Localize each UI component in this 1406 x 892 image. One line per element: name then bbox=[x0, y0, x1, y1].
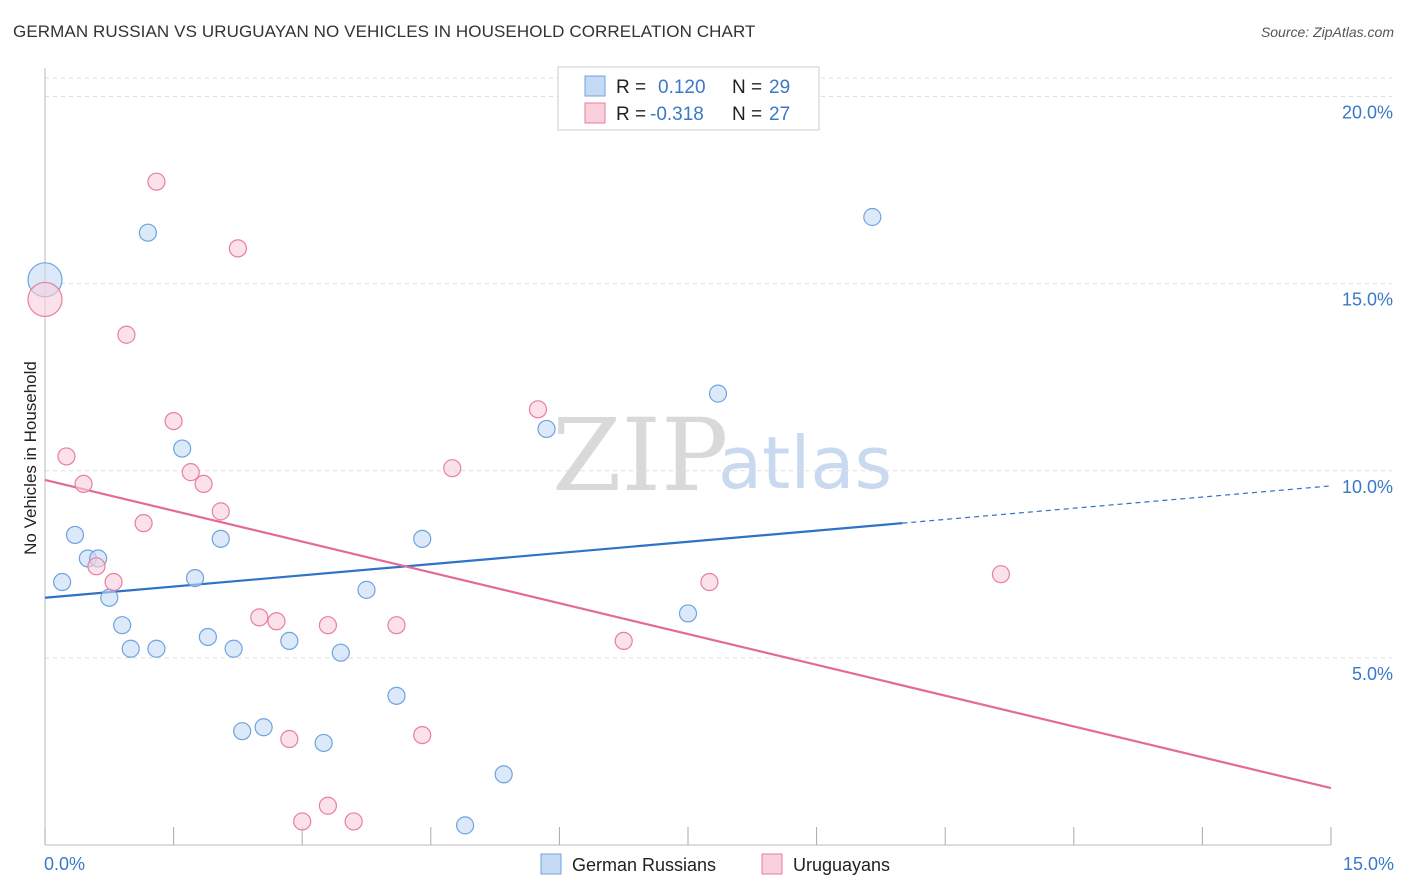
point-uruguayans-18 bbox=[318, 616, 338, 635]
point-uruguayans-20 bbox=[387, 616, 406, 635]
chart-title: GERMAN RUSSIAN VS URUGUAYAN NO VEHICLES … bbox=[13, 22, 756, 41]
point-uruguayans-19 bbox=[344, 812, 363, 831]
point-german-russians-11 bbox=[185, 568, 205, 588]
point-german-russians-22 bbox=[413, 529, 432, 548]
point-uruguayans-0 bbox=[27, 281, 63, 318]
point-german-russians-20 bbox=[357, 580, 376, 599]
point-uruguayans-8 bbox=[164, 412, 183, 431]
point-uruguayans-6 bbox=[134, 514, 153, 533]
point-uruguayans-11 bbox=[211, 502, 230, 521]
legend-r-value-2: -0.318 bbox=[650, 104, 704, 125]
y-tick-label-20: 20.0% bbox=[1342, 103, 1393, 123]
y-tick-label-15: 15.0% bbox=[1342, 290, 1393, 310]
point-german-russians-15 bbox=[233, 722, 252, 741]
legend-n-value-2: 27 bbox=[769, 104, 790, 125]
gridlines bbox=[45, 77, 1392, 659]
point-german-russians-19 bbox=[331, 643, 350, 662]
point-german-russians-26 bbox=[678, 604, 698, 623]
y-axis-label: No Vehicles in Household bbox=[21, 361, 40, 555]
legend-swatch-uruguayans bbox=[584, 102, 606, 124]
point-uruguayans-12 bbox=[228, 239, 247, 258]
point-german-russians-2 bbox=[65, 525, 85, 545]
point-german-russians-25 bbox=[537, 419, 556, 439]
series-legend: German Russians Uruguayans bbox=[540, 853, 890, 875]
point-uruguayans-15 bbox=[280, 729, 299, 749]
point-uruguayans-25 bbox=[700, 572, 719, 592]
legend-r-label-1: R = bbox=[616, 77, 646, 98]
point-uruguayans-17 bbox=[318, 796, 338, 815]
point-uruguayans-21 bbox=[413, 725, 432, 745]
point-uruguayans-16 bbox=[293, 812, 312, 831]
point-german-russians-5 bbox=[100, 588, 119, 607]
point-german-russians-23 bbox=[455, 816, 475, 835]
legend-n-value-1: 29 bbox=[769, 77, 790, 98]
point-uruguayans-23 bbox=[528, 400, 548, 419]
point-uruguayans-9 bbox=[181, 463, 200, 482]
point-german-russians-7 bbox=[121, 639, 140, 658]
point-german-russians-6 bbox=[113, 616, 132, 635]
bottom-legend-swatch-german-russians bbox=[540, 853, 562, 875]
point-uruguayans-1 bbox=[57, 447, 76, 466]
point-uruguayans-14 bbox=[267, 612, 286, 631]
stats-legend: R = 0.120 N = 29 R = -0.318 N = 27 bbox=[557, 66, 820, 131]
watermark-atlas: atlas bbox=[718, 421, 892, 505]
point-german-russians-21 bbox=[387, 686, 406, 705]
bottom-legend-swatch-uruguayans bbox=[761, 853, 783, 875]
point-german-russians-8 bbox=[138, 223, 157, 242]
trend-line-german-russians bbox=[44, 522, 903, 599]
point-german-russians-14 bbox=[224, 639, 243, 658]
point-uruguayans-26 bbox=[991, 565, 1011, 584]
point-uruguayans-5 bbox=[117, 325, 136, 344]
point-german-russians-24 bbox=[494, 765, 513, 784]
point-german-russians-9 bbox=[147, 639, 166, 658]
trend-line-uruguayans bbox=[44, 478, 1332, 790]
y-tick-labels: 5.0% 10.0% 15.0% 20.0% bbox=[1342, 103, 1393, 684]
legend-n-label-2: N = bbox=[732, 104, 762, 125]
point-german-russians-12 bbox=[198, 627, 217, 647]
point-uruguayans-24 bbox=[614, 631, 633, 651]
point-uruguayans-13 bbox=[250, 608, 269, 627]
data-points bbox=[27, 172, 1011, 835]
point-german-russians-18 bbox=[314, 733, 333, 753]
point-uruguayans-10 bbox=[194, 474, 213, 493]
x-tick-label-min: 0.0% bbox=[44, 854, 85, 874]
x-tick-label-max: 15.0% bbox=[1343, 854, 1394, 874]
bottom-legend-uruguayans: Uruguayans bbox=[793, 855, 890, 875]
trend-line-extension-german-russians bbox=[902, 485, 1332, 524]
legend-n-label-1: N = bbox=[732, 77, 762, 98]
trend-lines bbox=[44, 478, 1332, 790]
y-tick-label-10: 10.0% bbox=[1342, 477, 1393, 497]
point-uruguayans-4 bbox=[104, 572, 123, 592]
point-uruguayans-7 bbox=[147, 172, 166, 191]
y-tick-label-5: 5.0% bbox=[1352, 664, 1393, 684]
point-german-russians-10 bbox=[173, 439, 192, 458]
watermark-zip: ZIP bbox=[552, 397, 728, 514]
legend-swatch-german-russians bbox=[584, 75, 606, 97]
point-german-russians-13 bbox=[211, 529, 230, 548]
legend-r-value-1: 0.120 bbox=[658, 77, 706, 98]
point-german-russians-27 bbox=[708, 384, 728, 403]
source-label: Source: ZipAtlas.com bbox=[1260, 24, 1394, 40]
point-german-russians-28 bbox=[863, 207, 882, 227]
point-german-russians-17 bbox=[280, 631, 299, 651]
point-german-russians-16 bbox=[254, 718, 273, 737]
bottom-legend-german-russians: German Russians bbox=[572, 855, 716, 875]
point-uruguayans-3 bbox=[87, 557, 106, 576]
point-german-russians-1 bbox=[53, 572, 72, 592]
point-uruguayans-22 bbox=[443, 459, 462, 478]
point-uruguayans-2 bbox=[74, 474, 93, 493]
legend-r-label-2: R = bbox=[616, 104, 646, 125]
